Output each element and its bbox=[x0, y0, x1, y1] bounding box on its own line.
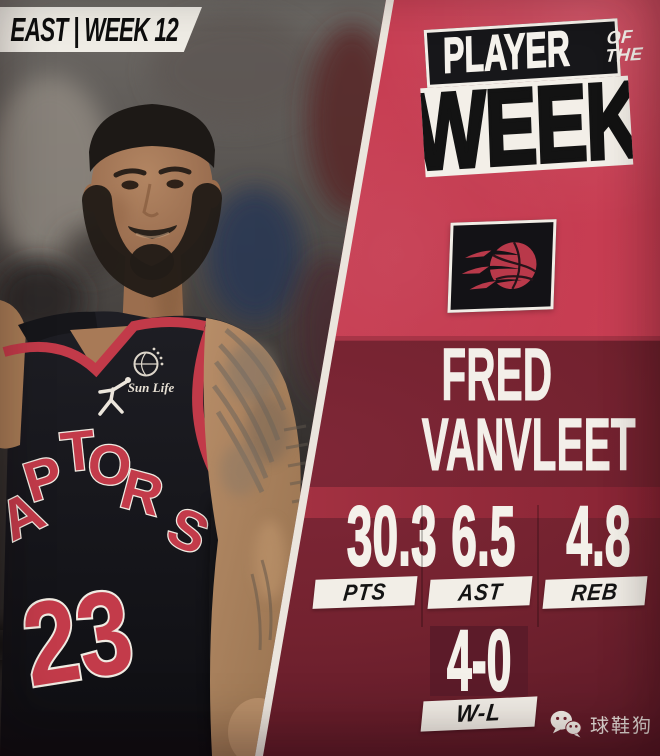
stat-assists-value: 6.5 bbox=[451, 489, 516, 583]
player-of-the-week-badge: PLAYER OF THE WEEK bbox=[417, 18, 644, 178]
award-word-the: THE bbox=[604, 43, 644, 66]
jumpman-icon bbox=[98, 377, 131, 416]
award-badge-bottom: WEEK bbox=[420, 75, 634, 178]
jersey-letter: O bbox=[85, 431, 134, 498]
left-shoulder-skin bbox=[0, 300, 26, 449]
player-head bbox=[82, 104, 222, 340]
panel-seam-line bbox=[240, 336, 660, 341]
stat-points-band: PTS bbox=[312, 576, 418, 609]
diagonal-divider-stripe bbox=[255, 0, 394, 756]
record-value: 4-0 bbox=[446, 613, 512, 709]
stat-rebounds: 4.8 REB bbox=[540, 489, 650, 609]
award-word-of-the: OF THE bbox=[604, 26, 645, 66]
hair bbox=[89, 104, 215, 172]
player-last-name: VANVLEET bbox=[421, 403, 636, 486]
chest-skin bbox=[70, 326, 128, 372]
wechat-icon bbox=[550, 710, 582, 738]
stat-rebounds-value: 4.8 bbox=[566, 489, 631, 583]
sun-life-patch: Sun Life bbox=[128, 347, 175, 395]
award-word-player: PLAYER bbox=[442, 20, 571, 85]
jersey-letter: T bbox=[58, 417, 99, 483]
stat-points: 30.3 PTS bbox=[310, 493, 437, 609]
raptors-claw-basketball-icon bbox=[461, 241, 537, 290]
record-label: W-L bbox=[455, 698, 503, 729]
watermark-label: 球鞋狗 bbox=[590, 715, 654, 737]
record-box: 4-0 bbox=[430, 613, 528, 709]
stat-assists-label: AST bbox=[456, 578, 504, 606]
east-week-text: EAST | WEEK 12 bbox=[10, 10, 178, 48]
player-first-name: FRED bbox=[441, 333, 553, 416]
team-logo-plate bbox=[447, 219, 557, 313]
record-block: 4-0 W-L bbox=[419, 613, 539, 732]
player-name: FRED VANVLEET bbox=[334, 333, 660, 486]
tattooed-arm bbox=[203, 318, 315, 756]
stat-rebounds-label: REB bbox=[570, 578, 620, 606]
stat-assists: 6.5 AST bbox=[421, 489, 539, 627]
stat-assists-band: AST bbox=[427, 576, 533, 609]
record-band: W-L bbox=[420, 696, 538, 732]
jersey-number: 23 bbox=[14, 564, 141, 712]
award-word-week: WEEK bbox=[420, 75, 634, 178]
jersey-collar-trim bbox=[2, 317, 207, 378]
stat-rebounds-band: REB bbox=[542, 576, 648, 609]
sponsor-text: Sun Life bbox=[128, 380, 175, 395]
stats-row: 30.3 PTS 6.5 AST 4.8 REB bbox=[310, 489, 650, 627]
watermark: 球鞋狗 bbox=[550, 710, 653, 738]
stat-points-label: PTS bbox=[342, 578, 388, 606]
east-week-badge: EAST | WEEK 12 bbox=[0, 7, 202, 52]
stat-points-value: 30.3 bbox=[346, 489, 437, 583]
beard bbox=[82, 183, 222, 298]
